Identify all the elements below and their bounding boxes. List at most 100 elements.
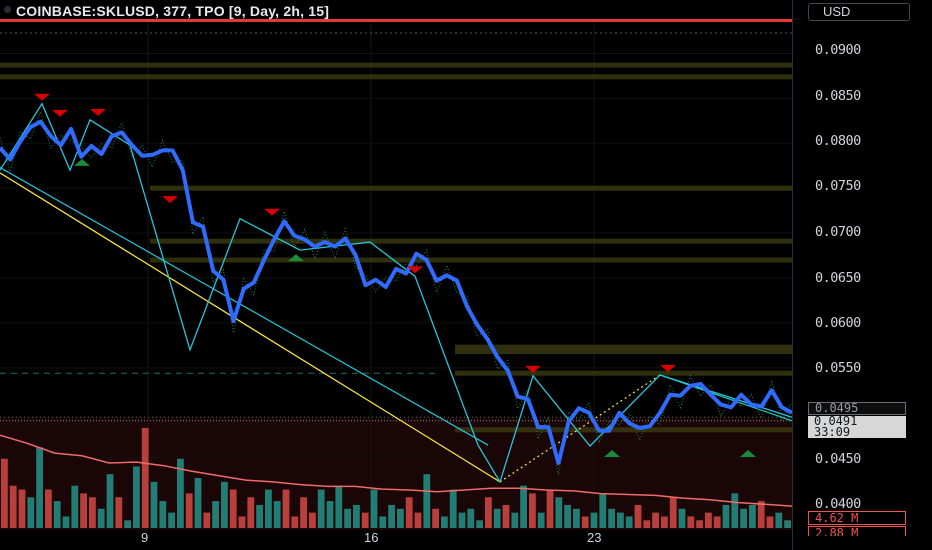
pivot-high-marker [34, 93, 50, 101]
volume-bar [27, 497, 35, 528]
volume-bar [757, 501, 765, 528]
price-level-band [455, 427, 932, 433]
volume-bar [625, 516, 633, 528]
pivot-low-marker [288, 254, 304, 262]
volume-zone [0, 418, 792, 530]
volume-bar [309, 512, 316, 528]
volume-bar [388, 504, 395, 528]
volume-bar [36, 447, 43, 528]
price-level-band [455, 349, 932, 355]
volume-bar [678, 508, 686, 528]
price-level-band [0, 62, 792, 68]
volume-bar [229, 489, 237, 528]
volume-bar [599, 493, 607, 528]
volume-bar [291, 516, 299, 528]
pivot-low-marker [740, 449, 756, 457]
previous-close-tag: 0.0495 [808, 402, 906, 415]
volume-bar [212, 501, 219, 528]
volume-bar [159, 501, 167, 528]
price-axis-panel[interactable] [792, 0, 932, 550]
volume-bar [405, 497, 413, 528]
volume-bar [326, 501, 334, 528]
volume-bar [537, 512, 545, 528]
pivot-high-marker [162, 196, 178, 204]
volume-bar [141, 428, 149, 528]
volume-bar [669, 497, 677, 528]
volume-bar [71, 485, 79, 528]
volume-bar [397, 508, 404, 528]
volume-bar [476, 520, 483, 528]
volume-bar [300, 497, 307, 528]
volume-bar [370, 489, 378, 528]
currency-button[interactable]: USD [808, 3, 910, 21]
trend-line-cyan [0, 166, 489, 446]
price-tick-label: 0.0850 [815, 88, 861, 104]
volume-bar [766, 516, 774, 528]
price-level-band [150, 185, 932, 191]
volume-bar [749, 504, 756, 528]
volume-bar [705, 512, 712, 528]
volume-bar [634, 504, 642, 528]
volume-bar [573, 508, 580, 528]
volume-bar [652, 512, 659, 528]
symbol-title[interactable]: COINBASE:SKLUSD, 377, TPO [9, Day, 2h, 1… [16, 3, 330, 19]
volume-ma-tag: 2.88 M [808, 526, 906, 536]
bar-countdown: 33:09 [814, 425, 851, 439]
volume-bar [106, 474, 114, 528]
volume-bar [45, 489, 52, 528]
volume-bar [353, 504, 360, 528]
volume-bar [590, 512, 598, 528]
volume-bar [731, 493, 739, 528]
volume-bar [97, 508, 105, 528]
volume-bar [1, 458, 8, 528]
pivot-high-marker [264, 208, 280, 216]
volume-bar [423, 474, 431, 528]
volume-bar [722, 504, 730, 528]
volume-bar [221, 481, 228, 528]
volume-bar [687, 516, 695, 528]
volume-bar [53, 501, 61, 528]
price-line [0, 119, 793, 465]
price-tick-label: 0.0900 [815, 42, 861, 58]
volume-bar [493, 508, 501, 528]
trend-line-yellow [0, 172, 501, 483]
volume-bar [511, 512, 519, 528]
volume-bar [379, 516, 387, 528]
volume-bar [247, 497, 255, 528]
volume-bar [133, 466, 140, 528]
price-level-band [150, 238, 932, 244]
price-tick-label: 0.0800 [815, 133, 861, 149]
time-tick-label: 23 [587, 530, 602, 545]
volume-bar [467, 508, 475, 528]
price-tick-label: 0.0600 [815, 315, 861, 331]
price-level-band [150, 257, 932, 263]
volume-bar [485, 497, 492, 528]
volume-bar [775, 512, 783, 528]
volume-bar [194, 478, 202, 528]
volume-bar [546, 489, 554, 528]
volume-bar [414, 512, 422, 528]
trend-line-dotted [499, 374, 661, 483]
pivot-high-marker [660, 364, 676, 372]
price-tick-label: 0.0450 [815, 451, 861, 467]
volume-bar [185, 493, 193, 528]
volume-bar [344, 508, 351, 528]
volume-bar [520, 485, 527, 528]
volume-bar [564, 504, 571, 528]
price-level-band [455, 344, 932, 350]
volume-bar [529, 493, 536, 528]
volume-bar [581, 516, 589, 528]
volume-bar [502, 504, 510, 528]
volume-bar [449, 489, 457, 528]
volume-tag: 4.62 M [808, 511, 906, 525]
volume-bar [168, 512, 175, 528]
price-level-band [455, 370, 932, 376]
volume-bar [80, 493, 87, 528]
price-tick-label: 0.0750 [815, 178, 861, 194]
chart-header: COINBASE:SKLUSD, 377, TPO [9, Day, 2h, 1… [0, 0, 792, 22]
volume-bar [432, 508, 439, 528]
volume-bar [361, 512, 369, 528]
volume-bar [441, 516, 448, 528]
price-tick-label: 0.0400 [815, 496, 861, 512]
